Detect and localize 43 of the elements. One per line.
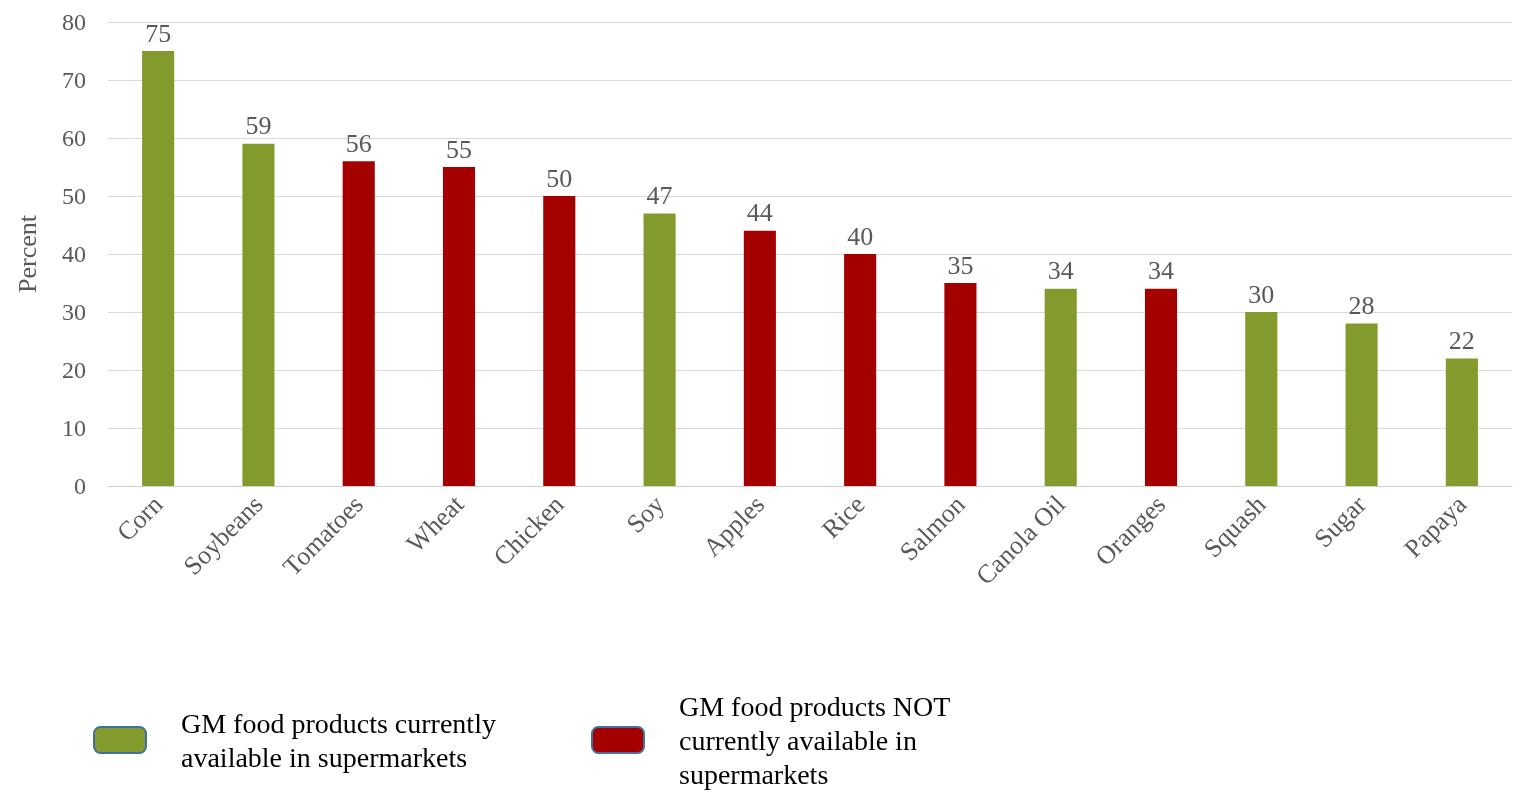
bar bbox=[844, 254, 877, 486]
legend-label: GM food products currently available in supermarkets bbox=[181, 707, 503, 773]
x-tick-label: Rice bbox=[816, 489, 871, 544]
bar bbox=[342, 161, 375, 486]
bar bbox=[743, 230, 776, 486]
bar bbox=[442, 167, 476, 486]
x-tick-label: Corn bbox=[111, 489, 169, 547]
y-tick-label: 10 bbox=[62, 415, 86, 441]
y-axis-title: Percent bbox=[12, 214, 42, 293]
y-tick-label: 40 bbox=[62, 241, 86, 267]
data-label: 55 bbox=[446, 134, 472, 164]
y-tick-label: 20 bbox=[62, 357, 86, 383]
bar bbox=[242, 143, 275, 486]
y-tick-label: 70 bbox=[62, 67, 86, 93]
data-label: 44 bbox=[746, 198, 773, 228]
data-label: 50 bbox=[546, 163, 573, 193]
data-label: 56 bbox=[345, 128, 372, 158]
data-label: 40 bbox=[847, 221, 874, 251]
bar bbox=[1245, 312, 1278, 486]
y-tick-label: 80 bbox=[62, 9, 86, 35]
bar bbox=[543, 196, 576, 486]
y-tick-label: 30 bbox=[62, 299, 86, 325]
bar bbox=[1345, 323, 1378, 486]
y-tick-label: 60 bbox=[62, 125, 86, 151]
data-label: 30 bbox=[1248, 279, 1275, 309]
bar bbox=[1445, 358, 1478, 486]
data-label: 34 bbox=[1047, 256, 1074, 286]
y-tick-label: 50 bbox=[62, 183, 86, 209]
data-label: 75 bbox=[145, 18, 172, 48]
data-label: 28 bbox=[1348, 291, 1375, 321]
bar bbox=[1044, 288, 1077, 486]
data-label: 59 bbox=[245, 111, 272, 141]
bar bbox=[944, 283, 977, 486]
bar bbox=[142, 51, 175, 486]
data-label: 47 bbox=[646, 180, 673, 210]
data-label: 34 bbox=[1148, 256, 1174, 286]
data-label: 22 bbox=[1448, 325, 1475, 355]
x-tick-label: Soy bbox=[620, 489, 670, 539]
legend-label: GM food products NOT currently available in supermarkets bbox=[679, 690, 957, 790]
y-tick-label: 0 bbox=[74, 473, 86, 499]
data-label: 35 bbox=[947, 250, 974, 280]
bar bbox=[643, 213, 676, 486]
bar bbox=[1144, 288, 1178, 486]
